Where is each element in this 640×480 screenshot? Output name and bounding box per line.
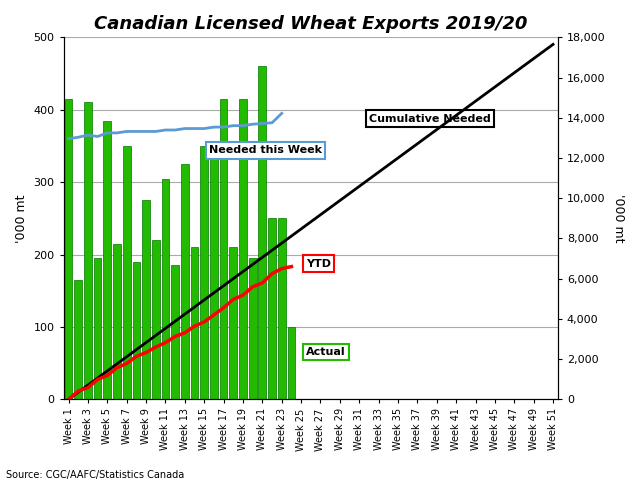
Bar xyxy=(268,218,276,399)
Bar xyxy=(191,247,198,399)
Bar xyxy=(249,258,257,399)
Bar xyxy=(93,258,102,399)
Bar xyxy=(65,99,72,399)
Bar xyxy=(210,142,218,399)
Bar xyxy=(113,244,121,399)
Bar xyxy=(84,103,92,399)
Bar xyxy=(152,240,159,399)
Bar xyxy=(200,146,208,399)
Bar xyxy=(123,146,131,399)
Bar xyxy=(278,218,285,399)
Bar xyxy=(172,265,179,399)
Y-axis label: '000 mt: '000 mt xyxy=(612,194,625,242)
Bar xyxy=(220,99,227,399)
Text: Needed this Week: Needed this Week xyxy=(209,145,322,155)
Text: Source: CGC/AAFC/Statistics Canada: Source: CGC/AAFC/Statistics Canada xyxy=(6,469,185,480)
Text: Actual: Actual xyxy=(306,347,346,357)
Y-axis label: '000 mt: '000 mt xyxy=(15,194,28,242)
Bar xyxy=(132,262,140,399)
Text: YTD: YTD xyxy=(306,259,331,269)
Bar xyxy=(259,66,266,399)
Text: Cumulative Needed: Cumulative Needed xyxy=(369,114,491,124)
Bar xyxy=(142,200,150,399)
Title: Canadian Licensed Wheat Exports 2019/20: Canadian Licensed Wheat Exports 2019/20 xyxy=(94,15,527,33)
Bar xyxy=(161,179,170,399)
Bar xyxy=(287,327,295,399)
Bar xyxy=(74,280,82,399)
Bar xyxy=(181,164,189,399)
Bar xyxy=(229,247,237,399)
Bar xyxy=(239,99,247,399)
Bar xyxy=(104,120,111,399)
